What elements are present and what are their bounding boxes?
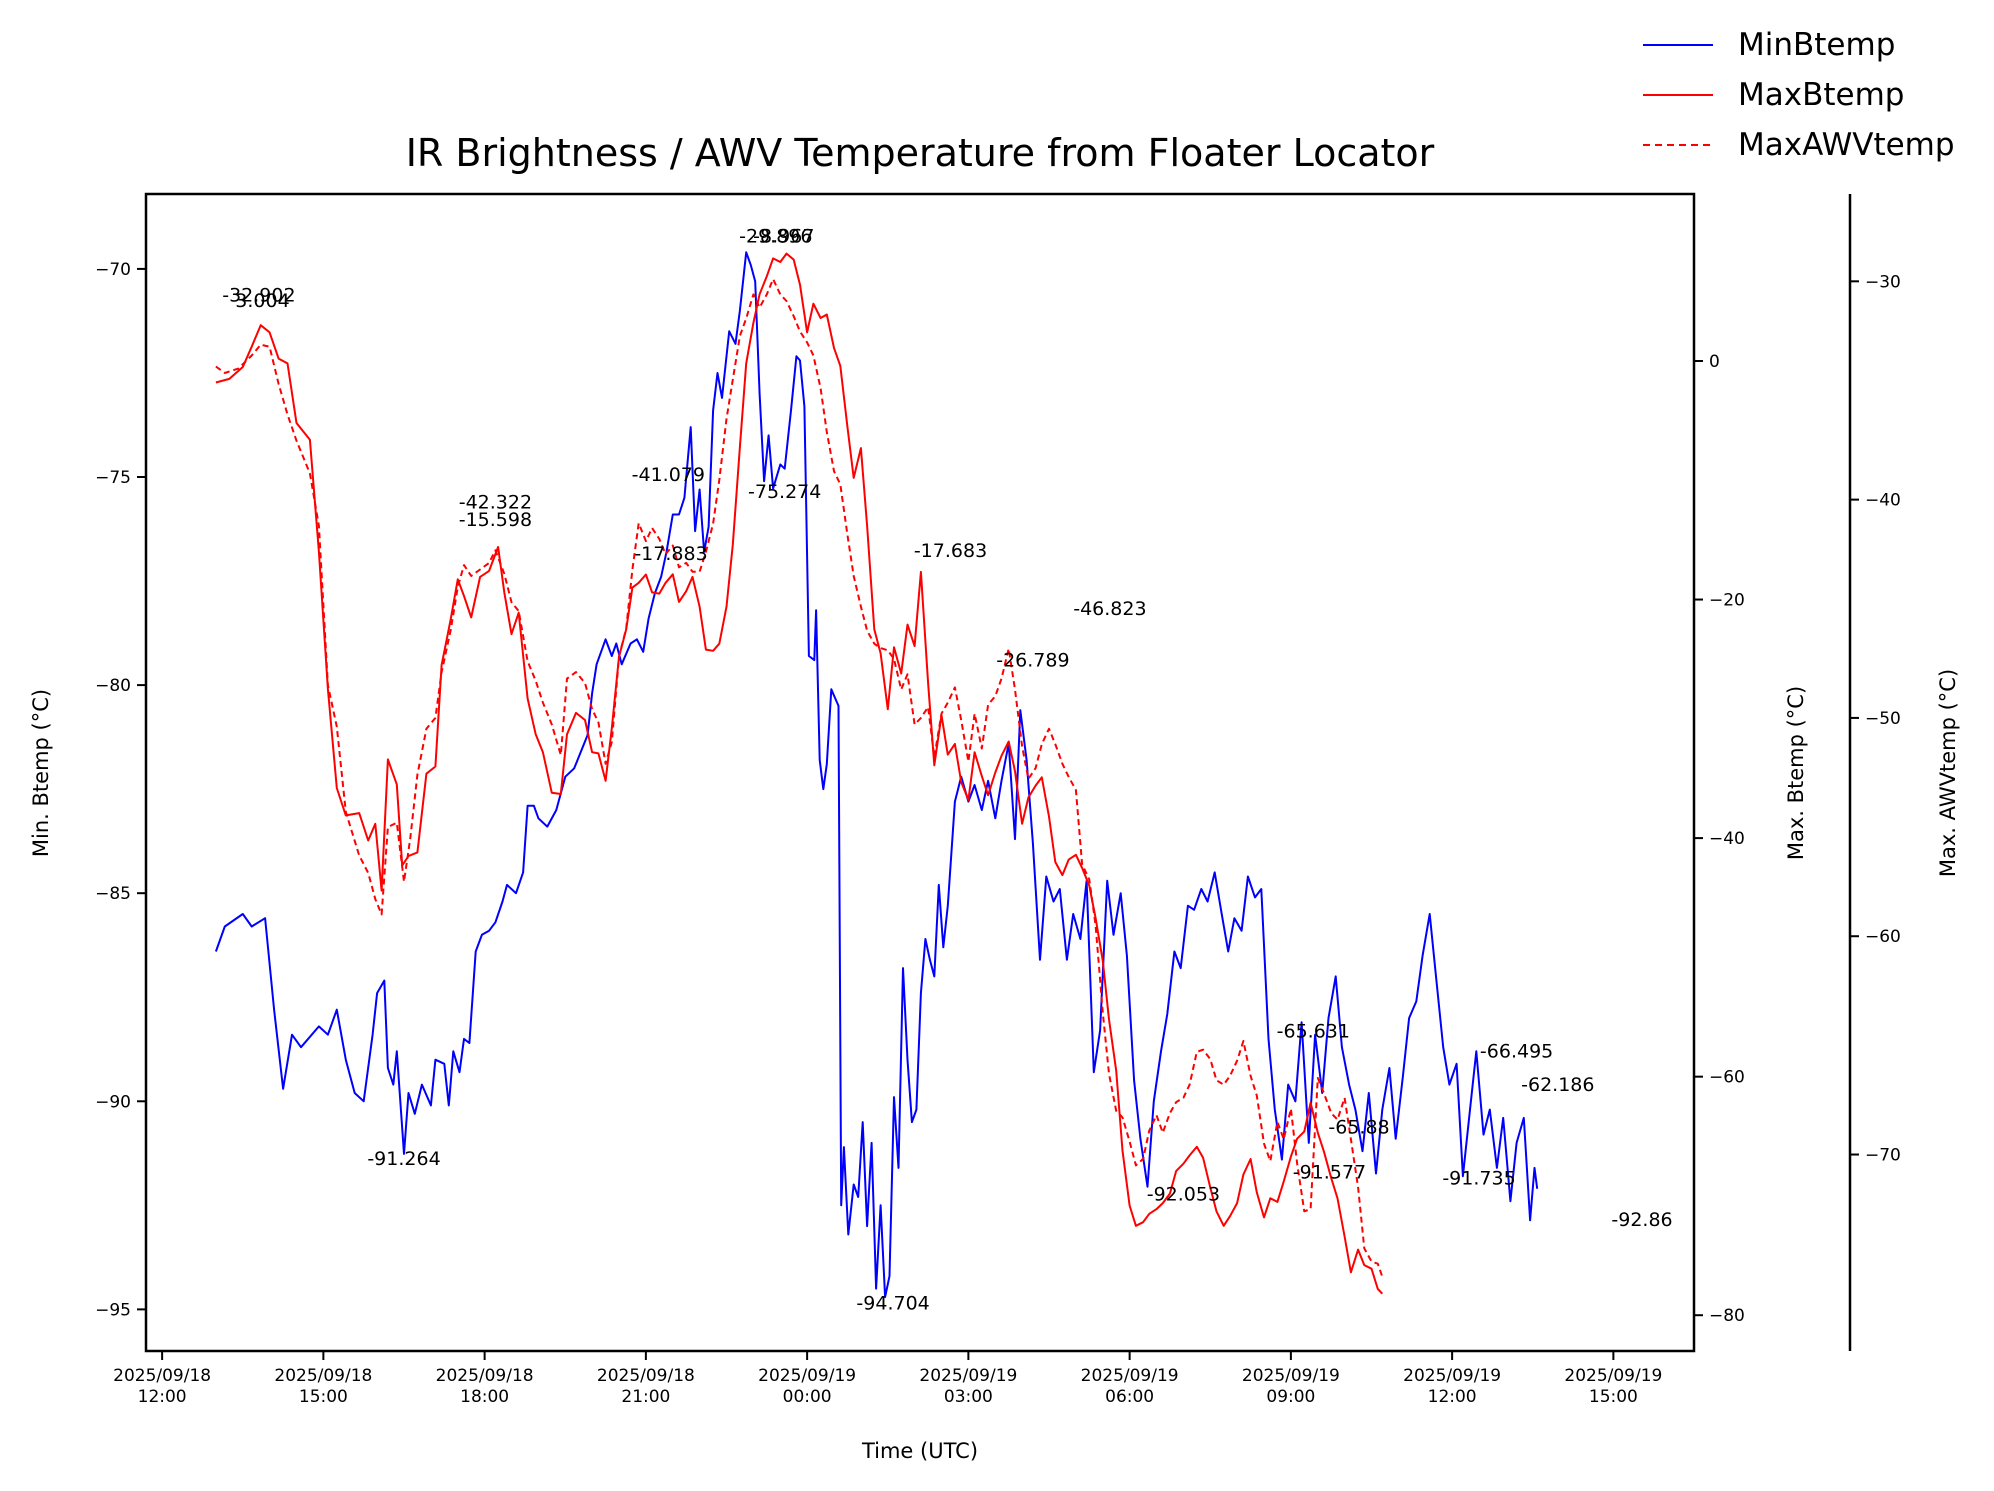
x-tick-label-date: 2025/09/18 (274, 1366, 372, 1386)
legend-label-minbtemp: MinBtemp (1738, 27, 1895, 63)
legend: MinBtemp MaxBtemp MaxAWVtemp (1643, 27, 1955, 163)
y-tick-label-awv: −40 (1865, 491, 1901, 511)
data-label: -91.735 (1442, 1168, 1515, 1190)
x-tick-label-time: 12:00 (1428, 1387, 1477, 1407)
y-tick-label-awv: −70 (1865, 1146, 1901, 1166)
data-label: -17.883 (634, 543, 707, 565)
x-tick-label-time: 00:00 (783, 1387, 832, 1407)
x-tick-label-time: 09:00 (1266, 1387, 1315, 1407)
data-label: -29.896 (739, 225, 812, 247)
y-tick-label-max: −80 (1709, 1306, 1745, 1326)
data-label: -42.322 (459, 492, 532, 514)
y-axis-max-awvtemp: −70 −60 −50 −40 −30 (1850, 272, 1901, 1166)
data-label: -46.823 (1073, 598, 1146, 620)
y-tick-label-awv: −60 (1865, 927, 1901, 947)
data-label: -15.598 (459, 509, 532, 531)
x-tick-label-date: 2025/09/19 (1081, 1366, 1179, 1386)
x-tick-label-time: 18:00 (460, 1387, 509, 1407)
x-tick-label-date: 2025/09/18 (436, 1366, 534, 1386)
plot-frame (144, 192, 1696, 1353)
x-tick-label-date: 2025/09/18 (597, 1366, 695, 1386)
x-tick-label-date: 2025/09/19 (1403, 1366, 1501, 1386)
x-tick-label-date: 2025/09/19 (1242, 1366, 1340, 1386)
data-label: -66.495 (1480, 1041, 1553, 1063)
data-label: -26.789 (996, 649, 1069, 671)
data-label: -91.577 (1293, 1161, 1366, 1183)
data-label: 3.004 (235, 290, 289, 312)
x-tick-label-time: 15:00 (299, 1387, 348, 1407)
data-label: -65.631 (1277, 1021, 1350, 1043)
series-line-maxbtemp (215, 252, 1384, 1295)
data-label: -92.053 (1147, 1183, 1220, 1205)
x-tick-label-time: 21:00 (621, 1387, 670, 1407)
data-label: -32.902 (222, 284, 295, 306)
y-tick-label-min: −95 (95, 1300, 131, 1320)
y-axis-label-max: Max. Btemp (°C) (1784, 686, 1808, 860)
series-layer (214, 251, 1539, 1299)
x-tick-label-time: 15:00 (1589, 1387, 1638, 1407)
y-tick-label-awv: −30 (1865, 272, 1901, 292)
x-tick-label-time: 12:00 (138, 1387, 187, 1407)
data-label: -65.88 (1328, 1116, 1389, 1138)
x-tick-label-date: 2025/09/19 (919, 1366, 1017, 1386)
y-tick-label-min: −90 (95, 1092, 131, 1112)
chart-title: IR Brightness / AWV Temperature from Flo… (406, 131, 1435, 175)
x-tick-label-date: 2025/09/19 (1564, 1366, 1662, 1386)
y-axis-min-btemp: −95 −90 −85 −80 −75 −70 (95, 260, 146, 1320)
y-axis-label-awv: Max. AWVtemp (°C) (1936, 669, 1960, 877)
y-tick-label-min: −70 (95, 260, 131, 280)
y-tick-label-min: −75 (95, 468, 131, 488)
x-tick-label-time: 06:00 (1105, 1387, 1154, 1407)
y-tick-label-min: −80 (95, 676, 131, 696)
x-tick-label-time: 03:00 (944, 1387, 993, 1407)
x-tick-label-date: 2025/09/18 (113, 1366, 211, 1386)
data-label: -75.274 (748, 481, 821, 503)
data-label: -8.967 (753, 225, 814, 247)
legend-label-maxawvtemp: MaxAWVtemp (1738, 127, 1955, 163)
x-axis: 2025/09/1812:002025/09/1815:002025/09/18… (113, 1351, 1662, 1407)
y-axis-max-btemp: −80 −60 −40 −20 0 (1694, 352, 1745, 1326)
x-tick-label-date: 2025/09/19 (758, 1366, 856, 1386)
series-line-minbtemp (214, 251, 1539, 1299)
x-axis-label: Time (UTC) (861, 1439, 978, 1463)
data-label: -91.264 (367, 1148, 440, 1170)
data-label: -62.186 (1521, 1074, 1594, 1096)
y-axis-label-min: Min. Btemp (°C) (29, 689, 53, 857)
data-label: -41.079 (632, 464, 705, 486)
y-tick-label-max: −60 (1709, 1068, 1745, 1088)
series-line-maxawvtemp (215, 278, 1384, 1278)
y-tick-label-min: −85 (95, 884, 131, 904)
data-label: -17.683 (914, 540, 987, 562)
data-label: -94.704 (856, 1292, 929, 1314)
y-tick-label-awv: −50 (1865, 709, 1901, 729)
y-tick-label-max: 0 (1709, 352, 1720, 372)
y-tick-label-max: −20 (1709, 591, 1745, 611)
y-tick-label-max: −40 (1709, 829, 1745, 849)
legend-label-maxbtemp: MaxBtemp (1738, 77, 1904, 113)
data-label: -92.86 (1611, 1209, 1672, 1231)
